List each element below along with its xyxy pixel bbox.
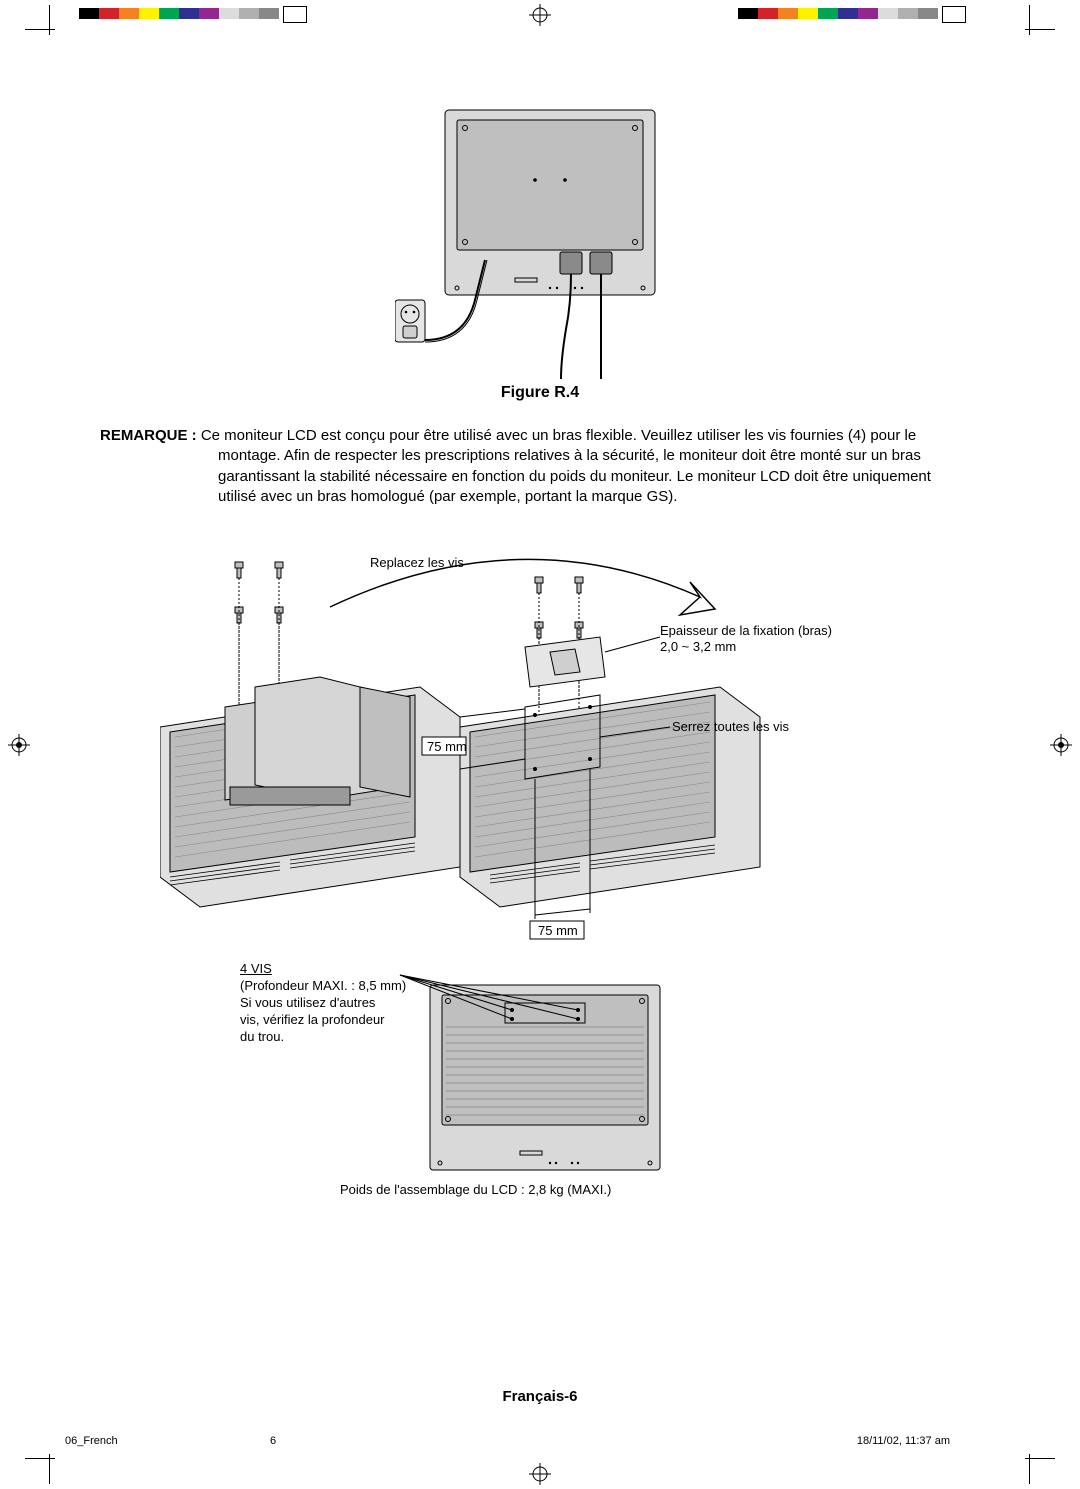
figure-r4: Figure R.4: [395, 100, 685, 402]
vis-l5: du trou.: [240, 1029, 406, 1046]
footer-center: Français-6: [60, 1388, 1020, 1405]
remark-line4: utilisé avec un bras homologué (par exem…: [218, 487, 980, 507]
remark-line2: montage. Afin de respecter les prescript…: [218, 446, 980, 466]
vis-label-block: 4 VIS (Profondeur MAXI. : 8,5 mm) Si vou…: [240, 961, 406, 1045]
remark-line3: garantissant la stabilité nécessaire en …: [218, 467, 980, 487]
colorbar-left: [79, 8, 279, 19]
cropmark-bl: [35, 1444, 65, 1474]
colorbar-right-box: [942, 6, 966, 23]
label-tighten: Serrez toutes les vis: [672, 719, 789, 734]
footer-right: 18/11/02, 11:37 am: [857, 1435, 950, 1447]
regmark-top: [529, 4, 551, 26]
regmark-right: [1050, 734, 1072, 756]
vis-l1: 4 VIS: [240, 961, 406, 978]
label-75mm-2: 75 mm: [538, 923, 578, 938]
vis-l3: Si vous utilisez d'autres: [240, 995, 406, 1012]
label-replace-screws: Replacez les vis: [370, 555, 464, 570]
vis-l2: (Profondeur MAXI. : 8,5 mm): [240, 978, 406, 995]
rear-diagram: 4 VIS (Profondeur MAXI. : 8,5 mm) Si vou…: [240, 965, 760, 1205]
label-weight: Poids de l'assemblage du LCD : 2,8 kg (M…: [340, 1182, 611, 1197]
remark-block: REMARQUE : Ce moniteur LCD est conçu pou…: [60, 426, 1020, 507]
figure-caption: Figure R.4: [395, 384, 685, 402]
assembly-diagram: Replacez les vis Epaisseur de la fixatio…: [160, 537, 920, 957]
colorbar-left-box: [283, 6, 307, 23]
vis-l4: vis, vérifiez la profondeur: [240, 1012, 406, 1029]
regmark-left: [8, 734, 30, 756]
cropmark-br: [1015, 1444, 1045, 1474]
remark-label: REMARQUE :: [100, 427, 197, 444]
label-thickness-l1: Epaisseur de la fixation (bras): [660, 623, 832, 638]
regmark-bottom: [529, 1463, 551, 1485]
label-thickness-l2: 2,0 ~ 3,2 mm: [660, 639, 736, 654]
footer-left: 06_French: [65, 1435, 118, 1447]
colorbar-right: [738, 8, 938, 19]
page-content: Figure R.4 REMARQUE : Ce moniteur LCD es…: [60, 55, 1020, 1435]
label-75mm-1: 75 mm: [427, 739, 467, 754]
remark-line1: Ce moniteur LCD est conçu pour être util…: [201, 427, 916, 444]
cropmark-tr: [1015, 15, 1045, 45]
cropmark-tl: [35, 15, 65, 45]
footer-mid: 6: [270, 1435, 276, 1447]
